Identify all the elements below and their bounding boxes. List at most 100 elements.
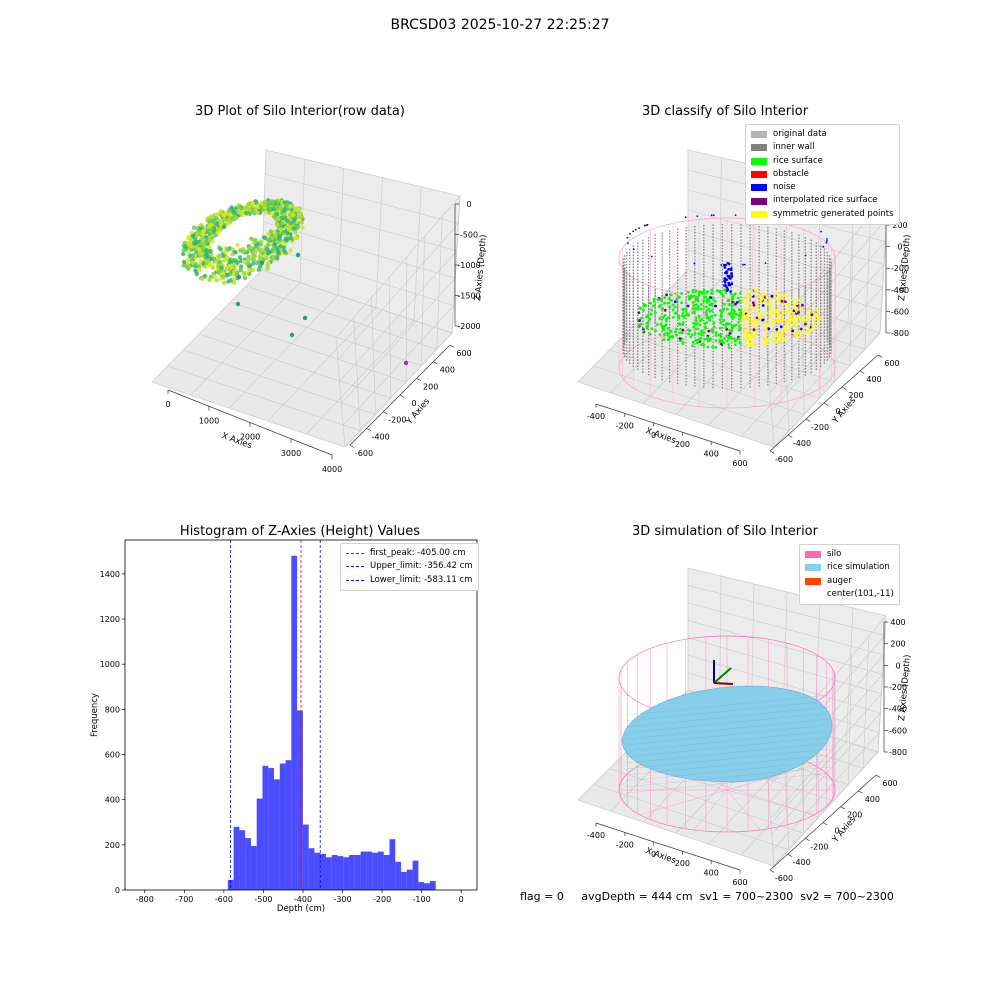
raw-x-tick-label: 4000: [322, 465, 342, 474]
raw-point: [282, 248, 287, 254]
cls-surface-point: [704, 296, 708, 299]
cls-surface-point: [707, 307, 711, 311]
cls-surface-point: [761, 318, 764, 322]
cls-surface-point: [671, 303, 675, 307]
cls-surface-point: [775, 319, 779, 323]
cls-surface-point: [764, 338, 768, 341]
cls-y-tick-label: -200: [811, 423, 829, 432]
cls-surface-point: [736, 296, 740, 300]
cls-surface-point: [654, 329, 657, 333]
legend-label: symmetric generated points: [773, 208, 894, 219]
cls-surface-point: [784, 319, 788, 323]
cls-surface-point: [692, 325, 696, 329]
cls-surface-point: [764, 332, 768, 336]
cls-surface-point: [780, 318, 784, 322]
sim-x-tick-label: -200: [616, 840, 634, 849]
cls-surface-point: [768, 310, 772, 314]
cls-surface-point: [738, 299, 742, 303]
raw-point: [199, 223, 204, 228]
sim-surface-mesh-line: [625, 772, 831, 794]
cls-surface-point: [787, 307, 791, 310]
cls-surface-point: [728, 335, 732, 339]
cls-surface-point: [785, 310, 789, 314]
cls-surface-point: [708, 309, 712, 313]
legend-swatch: [751, 144, 767, 152]
cls-surface-point: [674, 293, 677, 297]
cls-surface-point: [775, 302, 779, 305]
cls-surface-point: [733, 292, 737, 296]
cls-noise-point: [726, 261, 730, 265]
raw-point: [240, 212, 245, 218]
legend-swatch: [751, 171, 767, 179]
raw-point: [196, 264, 202, 269]
raw-point: [267, 206, 272, 211]
classify-legend: original data inner wall rice surface obsta…: [745, 124, 900, 226]
legend-entry: obstacle: [751, 168, 894, 181]
raw-point: [255, 205, 260, 210]
cls-surface-point: [730, 314, 734, 317]
cls-surface-point: [791, 329, 795, 333]
cls-surface-point: [750, 307, 754, 311]
raw-point: [238, 264, 244, 269]
cls-surface-point: [787, 322, 790, 326]
cls-surface-point: [723, 302, 726, 306]
cls-surface-point: [789, 323, 793, 327]
raw-point: [204, 247, 209, 253]
raw-point: [211, 228, 217, 234]
raw-point: [208, 214, 214, 219]
raw-point: [207, 263, 212, 268]
histogram-bar: [279, 763, 286, 890]
cls-surface-point: [732, 312, 736, 315]
cls-surface-point: [648, 317, 652, 321]
cls-surface-point: [765, 311, 769, 315]
cls-surface-point: [815, 314, 819, 317]
cls-surface-point: [751, 301, 755, 305]
cls-y-tick: [841, 386, 847, 390]
raw-point: [192, 241, 197, 246]
raw-point: [207, 277, 212, 283]
cls-surface-point: [718, 318, 722, 322]
cls-surface-point: [804, 330, 808, 334]
raw-point: [282, 200, 287, 205]
cls-surface-point: [706, 298, 709, 301]
cls-surface-point: [694, 322, 697, 326]
cls-surface-point: [699, 303, 703, 306]
cls-surface-point: [649, 312, 653, 316]
cls-surface-point: [663, 296, 666, 300]
legend-entry: Lower_limit: -583.11 cm: [346, 574, 473, 587]
cls-surface-point: [777, 339, 781, 343]
cls-surface-point: [669, 293, 673, 297]
cls-y-tick-label: -600: [775, 455, 793, 464]
cls-surface-point: [789, 317, 793, 320]
raw-point: [204, 239, 209, 244]
raw-z-tick-label: -500: [460, 231, 478, 240]
raw-point: [270, 210, 275, 216]
cls-y-axis-label: Y Axies: [830, 395, 858, 426]
raw-point: [208, 248, 213, 254]
cls-surface-point: [783, 293, 787, 297]
cls-surface-point: [777, 309, 781, 312]
raw-point: [229, 205, 234, 210]
raw-point: [183, 244, 188, 249]
raw-point: [233, 250, 238, 255]
simulation-plot-title: 3D simulation of Silo Interior: [632, 524, 818, 539]
cls-surface-point: [659, 298, 663, 302]
cls-surface-point: [695, 307, 699, 311]
cls-surface-point: [780, 329, 784, 332]
raw-z-tick-label: -1000: [457, 261, 480, 270]
histogram-bar: [308, 848, 315, 890]
histogram-bar: [401, 871, 407, 890]
raw-point: [231, 280, 237, 285]
raw-gridlines: [151, 149, 461, 448]
legend-label: first_peak: -405.00 cm: [370, 548, 466, 558]
cls-surface-point: [673, 305, 677, 309]
cls-surface-point: [763, 343, 767, 346]
raw-point: [291, 212, 296, 217]
cls-surface-point: [763, 300, 766, 303]
cls-surface-point: [780, 332, 784, 336]
cls-surface-point: [805, 302, 808, 306]
raw-point: [244, 270, 250, 275]
raw-point: [300, 225, 305, 230]
raw-point: [181, 259, 187, 265]
histogram-bar: [349, 855, 355, 890]
